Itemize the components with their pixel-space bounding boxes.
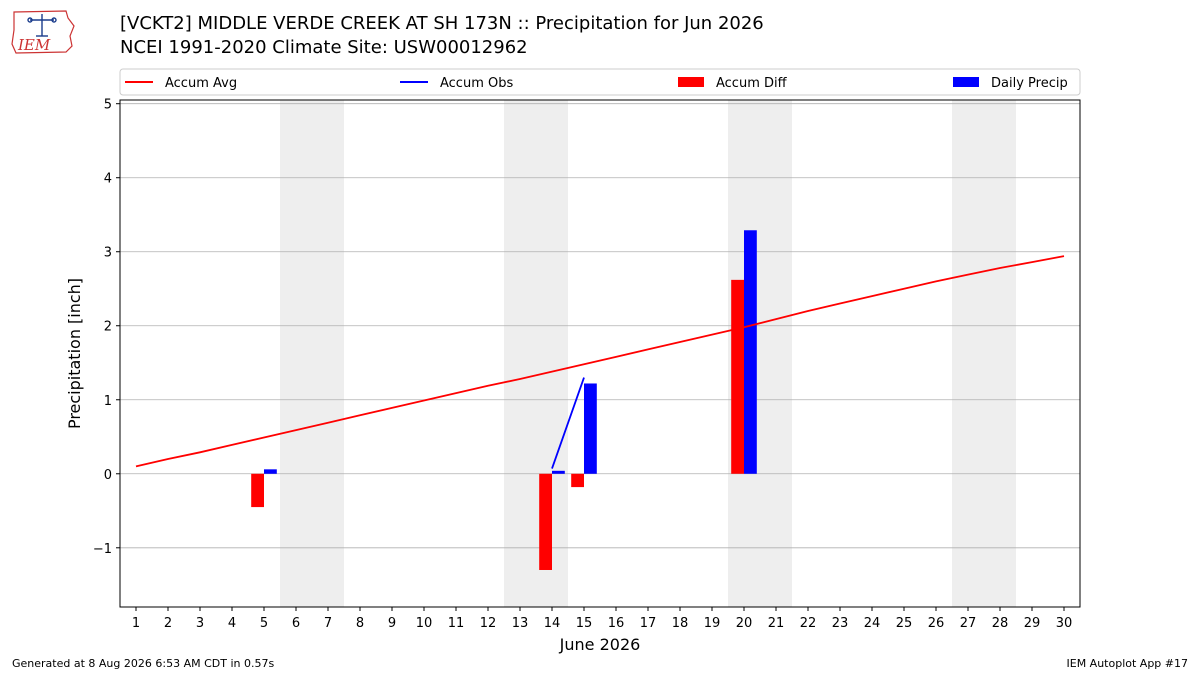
y-tick-label: 0 bbox=[104, 468, 112, 483]
x-tick-label: 11 bbox=[448, 616, 465, 631]
x-tick-label: 1 bbox=[132, 616, 140, 631]
daily-precip-bar bbox=[584, 383, 597, 474]
x-tick-label: 8 bbox=[356, 616, 364, 631]
x-tick-label: 23 bbox=[832, 616, 849, 631]
y-tick-label: 3 bbox=[104, 246, 112, 261]
x-tick-label: 17 bbox=[640, 616, 657, 631]
x-tick-label: 28 bbox=[992, 616, 1009, 631]
y-axis-label: Precipitation [inch] bbox=[65, 278, 84, 429]
legend-bar-swatch bbox=[678, 77, 704, 87]
legend-label: Accum Avg bbox=[165, 76, 237, 91]
bars bbox=[251, 230, 757, 570]
y-tick-label: −1 bbox=[93, 542, 112, 557]
weekend-shade bbox=[280, 100, 344, 607]
y-tick-label: 2 bbox=[104, 320, 112, 335]
chart-title: [VCKT2] MIDDLE VERDE CREEK AT SH 173N ::… bbox=[120, 13, 764, 34]
x-tick-label: 18 bbox=[672, 616, 689, 631]
y-tick-label: 5 bbox=[104, 98, 112, 113]
x-tick-label: 19 bbox=[704, 616, 721, 631]
generated-timestamp: Generated at 8 Aug 2026 6:53 AM CDT in 0… bbox=[12, 657, 275, 670]
y-tick-label: 1 bbox=[104, 394, 112, 409]
accum-diff-bar bbox=[571, 473, 584, 488]
x-axis-label: June 2026 bbox=[559, 635, 641, 654]
x-tick-label: 3 bbox=[196, 616, 204, 631]
x-tick-label: 22 bbox=[800, 616, 817, 631]
iem-logo: IEM bbox=[11, 10, 75, 54]
x-tick-label: 4 bbox=[228, 616, 236, 631]
accum-avg-line bbox=[135, 255, 1065, 468]
plot-frame bbox=[119, 99, 1081, 608]
x-tick-label: 2 bbox=[164, 616, 172, 631]
gridlines bbox=[120, 103, 1080, 549]
chart-subtitle: NCEI 1991-2020 Climate Site: USW00012962 bbox=[120, 37, 528, 58]
x-tick-label: 12 bbox=[480, 616, 497, 631]
y-tick-label: 4 bbox=[104, 172, 112, 187]
x-tick-label: 7 bbox=[324, 616, 332, 631]
x-tick-label: 21 bbox=[768, 616, 785, 631]
x-tick-label: 14 bbox=[544, 616, 561, 631]
weekend-shade bbox=[504, 100, 568, 607]
x-tick-label: 26 bbox=[928, 616, 945, 631]
x-tick-label: 15 bbox=[576, 616, 593, 631]
legend-bar-swatch bbox=[953, 77, 979, 87]
lines bbox=[135, 255, 1065, 469]
legend: Accum Avg Accum Obs Accum Diff Daily Precip bbox=[119, 68, 1081, 96]
accum-diff-bar bbox=[731, 279, 744, 474]
x-tick-label: 30 bbox=[1056, 616, 1073, 631]
accum-diff-bar bbox=[251, 473, 264, 508]
weather-station-icon bbox=[27, 14, 57, 37]
x-tick-label: 16 bbox=[608, 616, 625, 631]
daily-precip-bar bbox=[744, 230, 757, 474]
x-tick-label: 25 bbox=[896, 616, 913, 631]
x-tick-label: 13 bbox=[512, 616, 529, 631]
x-tick-label: 6 bbox=[292, 616, 300, 631]
logo-text: IEM bbox=[17, 36, 51, 54]
accum-obs-line bbox=[551, 377, 585, 469]
legend-label: Daily Precip bbox=[991, 76, 1068, 91]
iowa-state-outline bbox=[11, 10, 75, 54]
app-label: IEM Autoplot App #17 bbox=[1066, 657, 1189, 670]
weekend-shade bbox=[952, 100, 1016, 607]
legend-label: Accum Obs bbox=[440, 76, 513, 91]
accum-diff-bar bbox=[539, 473, 552, 570]
daily-precip-bar bbox=[264, 469, 277, 474]
x-tick-label: 27 bbox=[960, 616, 977, 631]
weekend-shading bbox=[280, 100, 1016, 607]
x-tick-label: 10 bbox=[416, 616, 433, 631]
x-tick-label: 24 bbox=[864, 616, 881, 631]
x-tick-label: 29 bbox=[1024, 616, 1041, 631]
daily-precip-bar bbox=[552, 470, 565, 474]
legend-box bbox=[119, 68, 1081, 96]
x-tick-label: 9 bbox=[388, 616, 396, 631]
x-tick-label: 20 bbox=[736, 616, 753, 631]
x-tick-label: 5 bbox=[260, 616, 268, 631]
legend-label: Accum Diff bbox=[716, 76, 788, 91]
